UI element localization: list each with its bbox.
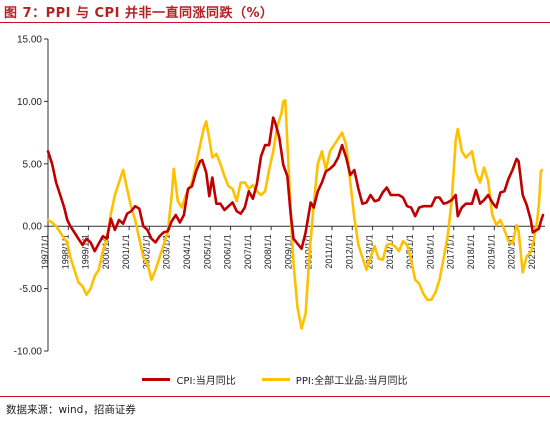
- x-tick-label: 1998/1/1: [60, 234, 70, 269]
- legend: CPI:当月同比 PPI:全部工业品:当月同比: [0, 372, 550, 387]
- series-line-cpi: [46, 116, 545, 253]
- x-tick-label: 2005/1/1: [202, 234, 212, 269]
- x-tick-label: 2020/1/1: [507, 234, 517, 269]
- source-note: 数据来源：wind，招商证券: [6, 404, 136, 416]
- x-tick-label: 2003/1/1: [162, 234, 172, 269]
- y-tick-label: 10.00: [17, 97, 42, 108]
- x-tick-label: 2018/1/1: [466, 234, 476, 269]
- x-tick-label: 2008/1/1: [263, 234, 273, 269]
- x-tick-label: 2019/1/1: [486, 234, 496, 269]
- x-tick-label: 2007/1/1: [243, 234, 253, 269]
- title-divider: [0, 22, 550, 23]
- x-tick-label: 2000/1/1: [101, 234, 111, 269]
- y-tick-label: 5.00: [23, 159, 43, 170]
- chart-title: 图 7：PPI 与 CPI 并非一直同涨同跌（%）: [4, 6, 274, 21]
- y-tick-label: 15.00: [17, 35, 42, 46]
- legend-swatch-ppi: [261, 378, 290, 381]
- x-tick-label: 1999/1/1: [81, 234, 91, 269]
- x-tick-label: 2002/1/1: [141, 234, 151, 269]
- legend-label-cpi: CPI:当月同比: [176, 376, 236, 387]
- series-line-ppi: [46, 98, 544, 330]
- y-tick-label: -5.00: [19, 284, 42, 295]
- x-tick-label: 1997/1/1: [40, 234, 50, 269]
- legend-label-ppi: PPI:全部工业品:当月同比: [295, 376, 408, 387]
- x-tick-label: 2017/1/1: [446, 234, 456, 269]
- x-tick-label: 2013/1/1: [365, 234, 375, 269]
- x-tick-label: 2014/1/1: [385, 234, 395, 269]
- y-tick-label: 0.00: [23, 222, 43, 233]
- legend-swatch-cpi: [142, 378, 171, 381]
- x-tick-label: 2001/1/1: [121, 234, 131, 269]
- x-tick-label: 2006/1/1: [223, 234, 233, 269]
- x-tick-label: 2016/1/1: [425, 234, 435, 269]
- legend-item-ppi: PPI:全部工业品:当月同比: [261, 372, 408, 387]
- bottom-divider: [0, 396, 550, 397]
- y-tick-label: -10.00: [14, 347, 43, 358]
- x-tick-label: 2004/1/1: [182, 234, 192, 269]
- legend-item-cpi: CPI:当月同比: [142, 372, 236, 387]
- x-tick-label: 2012/1/1: [344, 234, 354, 269]
- x-tick-label: 2009/1/1: [283, 234, 293, 269]
- x-tick-label: 2011/1/1: [324, 234, 334, 268]
